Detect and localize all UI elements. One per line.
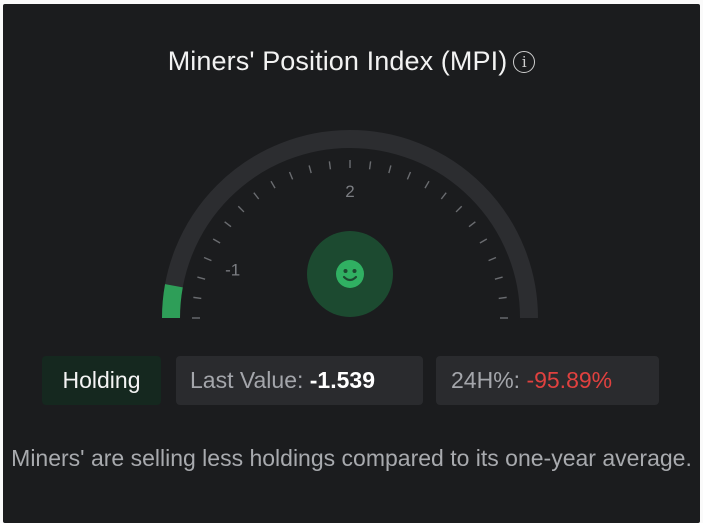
gauge-tick xyxy=(237,205,245,213)
gauge-tick xyxy=(424,180,430,189)
status-badge: Holding xyxy=(42,356,161,405)
gauge-tick xyxy=(197,276,206,280)
gauge-tick xyxy=(270,180,276,189)
gauge-value-fill xyxy=(162,284,183,319)
mpi-description: Miners' are selling less holdings compar… xyxy=(11,445,692,471)
mpi-widget-card: Miners' Position Index (MPI) i -1 2 Holdin… xyxy=(3,4,700,523)
widget-title-row: Miners' Position Index (MPI) i xyxy=(3,46,700,77)
gauge-tick-labels: -1 2 xyxy=(225,182,355,279)
gauge-tick-label: 2 xyxy=(345,182,354,201)
mpi-gauge: -1 2 xyxy=(162,130,538,319)
gauge-tick xyxy=(253,192,260,200)
change-24h-box: 24H%: -95.89% xyxy=(436,356,659,405)
gauge-tick xyxy=(498,296,507,300)
status-label: Holding xyxy=(62,367,141,393)
gauge-tick xyxy=(224,221,232,228)
last-value-label: Last Value: xyxy=(190,367,304,393)
last-value-box: Last Value: -1.539 xyxy=(176,356,423,405)
gauge-ticks xyxy=(192,160,508,319)
gauge-tick xyxy=(488,256,497,262)
gauge-tick xyxy=(406,171,412,180)
gauge-tick xyxy=(308,165,312,174)
gauge-tick xyxy=(455,205,463,213)
gauge-tick xyxy=(288,171,294,180)
gauge-track xyxy=(162,130,538,319)
widget-title: Miners' Position Index (MPI) xyxy=(167,46,508,76)
gauge-tick xyxy=(388,165,392,174)
smiley-face-icon xyxy=(307,231,393,317)
gauge-tick xyxy=(328,161,332,170)
last-value-number: -1.539 xyxy=(309,367,375,393)
gauge-tick xyxy=(193,296,202,300)
gauge-tick xyxy=(479,238,488,244)
info-circle-icon[interactable]: i xyxy=(513,51,536,73)
gauge-tick xyxy=(494,276,503,280)
change-24h-value: -95.89% xyxy=(526,367,613,393)
gauge-tick-label: -1 xyxy=(225,260,240,279)
gauge-tick xyxy=(212,238,221,244)
change-24h-label: 24H%: xyxy=(451,367,521,393)
gauge-tick xyxy=(203,256,212,262)
gauge-tick xyxy=(468,221,476,228)
gauge-tick xyxy=(440,192,447,200)
gauge-tick xyxy=(368,161,372,170)
